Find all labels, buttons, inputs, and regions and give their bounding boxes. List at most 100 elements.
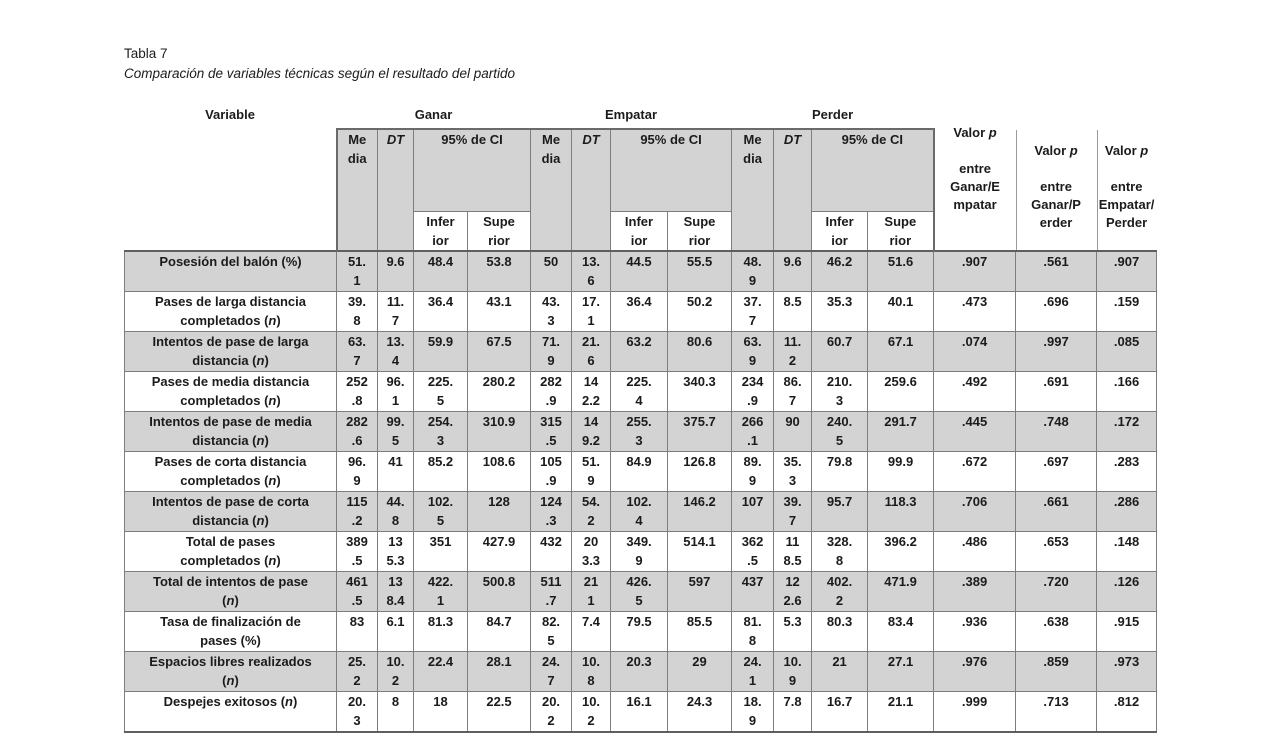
pvalue-header-ganar-perder: Valor p entre Ganar/P erder: [1015, 106, 1097, 251]
variable-cell: Intentos de pase de corta distancia (n): [124, 491, 337, 532]
value-cell: 107: [731, 491, 775, 532]
value-cell: .696: [1015, 291, 1098, 332]
value-cell: 13. 6: [571, 250, 612, 292]
value-cell: 10. 2: [377, 651, 414, 692]
value-cell: 9.6: [377, 250, 414, 292]
value-cell: 36.4: [413, 291, 468, 332]
value-cell: 14 2.2: [571, 371, 612, 412]
subheader-superior: Supe rior: [867, 211, 935, 252]
value-cell: .445: [933, 411, 1017, 452]
value-cell: 82. 5: [530, 611, 573, 652]
value-cell: 375.7: [667, 411, 733, 452]
table-row: Pases de corta distancia completados (n)…: [124, 451, 1158, 492]
value-cell: 36.4: [610, 291, 669, 332]
subheader-media: Me dia: [731, 128, 775, 252]
value-cell: 128: [466, 491, 532, 532]
subheader-ci: 95% de CI: [811, 128, 935, 212]
value-cell: .286: [1096, 491, 1158, 532]
value-cell: 102. 4: [610, 491, 669, 532]
value-cell: .713: [1015, 691, 1098, 733]
value-cell: 8.5: [773, 291, 813, 332]
value-cell: 20. 3: [336, 691, 378, 733]
value-cell: 291.7: [867, 411, 935, 452]
value-cell: 10. 8: [571, 651, 612, 692]
value-cell: 402. 2: [811, 571, 869, 612]
value-cell: 514.1: [667, 531, 733, 572]
value-cell: 99. 5: [377, 411, 414, 452]
value-cell: 51. 1: [336, 250, 378, 292]
value-cell: 79.8: [811, 451, 869, 492]
value-cell: 18. 9: [731, 691, 775, 733]
value-cell: .999: [933, 691, 1017, 733]
value-cell: 210. 3: [811, 371, 869, 412]
value-cell: 81. 8: [731, 611, 775, 652]
value-cell: .720: [1015, 571, 1098, 612]
value-cell: 255. 3: [610, 411, 669, 452]
value-cell: 11 8.5: [773, 531, 813, 572]
table-row: Intentos de pase de corta distancia (n) 1…: [124, 491, 1158, 532]
value-cell: .166: [1096, 371, 1158, 412]
value-cell: 43. 3: [530, 291, 573, 332]
header-divider: [1015, 130, 1017, 250]
value-cell: .172: [1096, 411, 1158, 452]
value-cell: 315 .5: [530, 411, 573, 452]
subheader-media: Me dia: [530, 128, 573, 252]
subheader-dt: DT: [773, 128, 813, 252]
value-cell: 12 2.6: [773, 571, 813, 612]
value-cell: 328. 8: [811, 531, 869, 572]
variable-cell: Posesión del balón (%): [124, 250, 337, 292]
value-cell: 48.4: [413, 250, 468, 292]
value-cell: 54. 2: [571, 491, 612, 532]
subheader-dt: DT: [377, 128, 414, 252]
value-cell: 17. 1: [571, 291, 612, 332]
value-cell: .973: [1096, 651, 1158, 692]
table-row: Despejes exitosos (n) 20. 3 8 18 22.5 20. 2 10…: [124, 691, 1158, 733]
value-cell: 13 8.4: [377, 571, 414, 612]
value-cell: 24. 1: [731, 651, 775, 692]
subheader-inferior: Infer ior: [610, 211, 669, 252]
subheader-ci: 95% de CI: [610, 128, 733, 212]
value-cell: .697: [1015, 451, 1098, 492]
value-cell: 7.8: [773, 691, 813, 733]
value-cell: 24. 7: [530, 651, 573, 692]
value-cell: 96. 9: [336, 451, 378, 492]
value-cell: 280.2: [466, 371, 532, 412]
variable-cell: Tasa de finalización de pases (%): [124, 611, 337, 652]
variable-cell: Total de intentos de pase (n): [124, 571, 337, 612]
value-cell: .159: [1096, 291, 1158, 332]
subheader-superior: Supe rior: [466, 211, 532, 252]
value-cell: 471.9: [867, 571, 935, 612]
table-row: Pases de media distancia completados (n)…: [124, 371, 1158, 412]
value-cell: 118.3: [867, 491, 935, 532]
value-cell: .672: [933, 451, 1017, 492]
subheader-inferior: Infer ior: [811, 211, 869, 252]
value-cell: 422. 1: [413, 571, 468, 612]
value-cell: 597: [667, 571, 733, 612]
value-cell: 37. 7: [731, 291, 775, 332]
value-cell: 24.3: [667, 691, 733, 733]
table-number-title: Tabla 7: [124, 46, 168, 61]
value-cell: .074: [933, 331, 1017, 372]
value-cell: 234 .9: [731, 371, 775, 412]
value-cell: 21.1: [867, 691, 935, 733]
value-cell: 35.3: [811, 291, 869, 332]
table-row: Espacios libres realizados (n) 25. 2 10. 2…: [124, 651, 1158, 692]
value-cell: .486: [933, 531, 1017, 572]
value-cell: 20 3.3: [571, 531, 612, 572]
value-cell: 10. 2: [571, 691, 612, 733]
value-cell: .638: [1015, 611, 1098, 652]
value-cell: .907: [1096, 250, 1158, 292]
value-cell: 126.8: [667, 451, 733, 492]
value-cell: 432: [530, 531, 573, 572]
value-cell: 84.7: [466, 611, 532, 652]
value-cell: 21. 6: [571, 331, 612, 372]
value-cell: 252 .8: [336, 371, 378, 412]
value-cell: 115 .2: [336, 491, 378, 532]
value-cell: 16.1: [610, 691, 669, 733]
value-cell: 500.8: [466, 571, 532, 612]
value-cell: 50: [530, 250, 573, 292]
value-cell: 259.6: [867, 371, 935, 412]
table-caption: Comparación de variables técnicas según …: [124, 66, 515, 81]
value-cell: 362 .5: [731, 531, 775, 572]
value-cell: 225. 5: [413, 371, 468, 412]
